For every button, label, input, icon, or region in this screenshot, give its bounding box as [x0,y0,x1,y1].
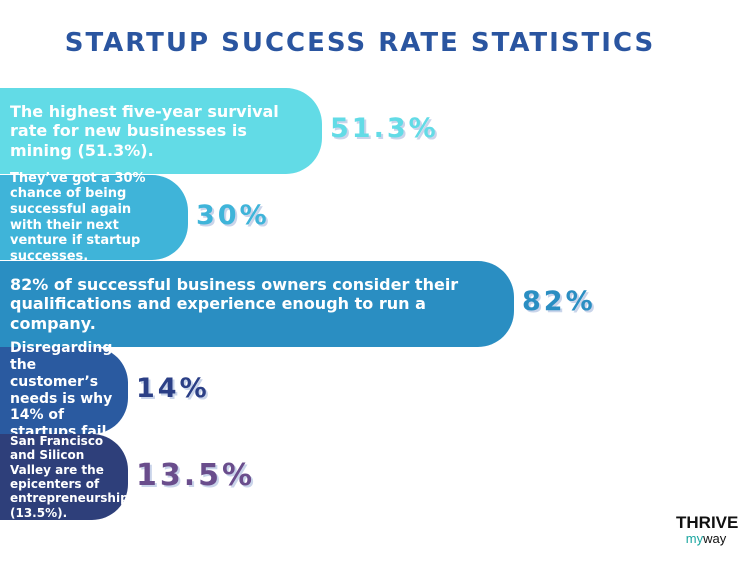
logo-my-text: my [685,531,704,546]
logo-bottom-text: myway [676,532,736,546]
bar-label-1: The highest five-year survival rate for … [10,102,279,160]
bar-3: 82% of successful business owners consid… [0,261,514,347]
bar-4: Disregarding the customer’s needs is why… [0,340,128,440]
brand-logo: THRIVE myway [676,513,739,546]
bar-label-2: They’ve got a 30% chance of being succes… [10,170,146,264]
bar-label-3: 82% of successful business owners consid… [10,275,459,333]
bar-1: The highest five-year survival rate for … [0,88,322,174]
value-label-5: 13.5% [136,457,256,493]
value-label-1: 51.3% [330,113,439,145]
logo-top-text: THRIVE [676,513,739,532]
bar-5: San Francisco and Silicon Valley are the… [0,433,129,520]
bar-label-5: San Francisco and Silicon Valley are the… [10,433,129,520]
bar-2: They’ve got a 30% chance of being succes… [0,171,188,264]
value-label-2: 30% [196,199,270,231]
value-label-4: 14% [136,372,210,404]
value-label-3: 82% [522,286,596,318]
chart-title: STARTUP SUCCESS RATE STATISTICS [64,28,656,58]
logo-way-text: way [703,531,727,546]
bar-label-4: Disregarding the customer’s needs is why… [10,340,113,441]
